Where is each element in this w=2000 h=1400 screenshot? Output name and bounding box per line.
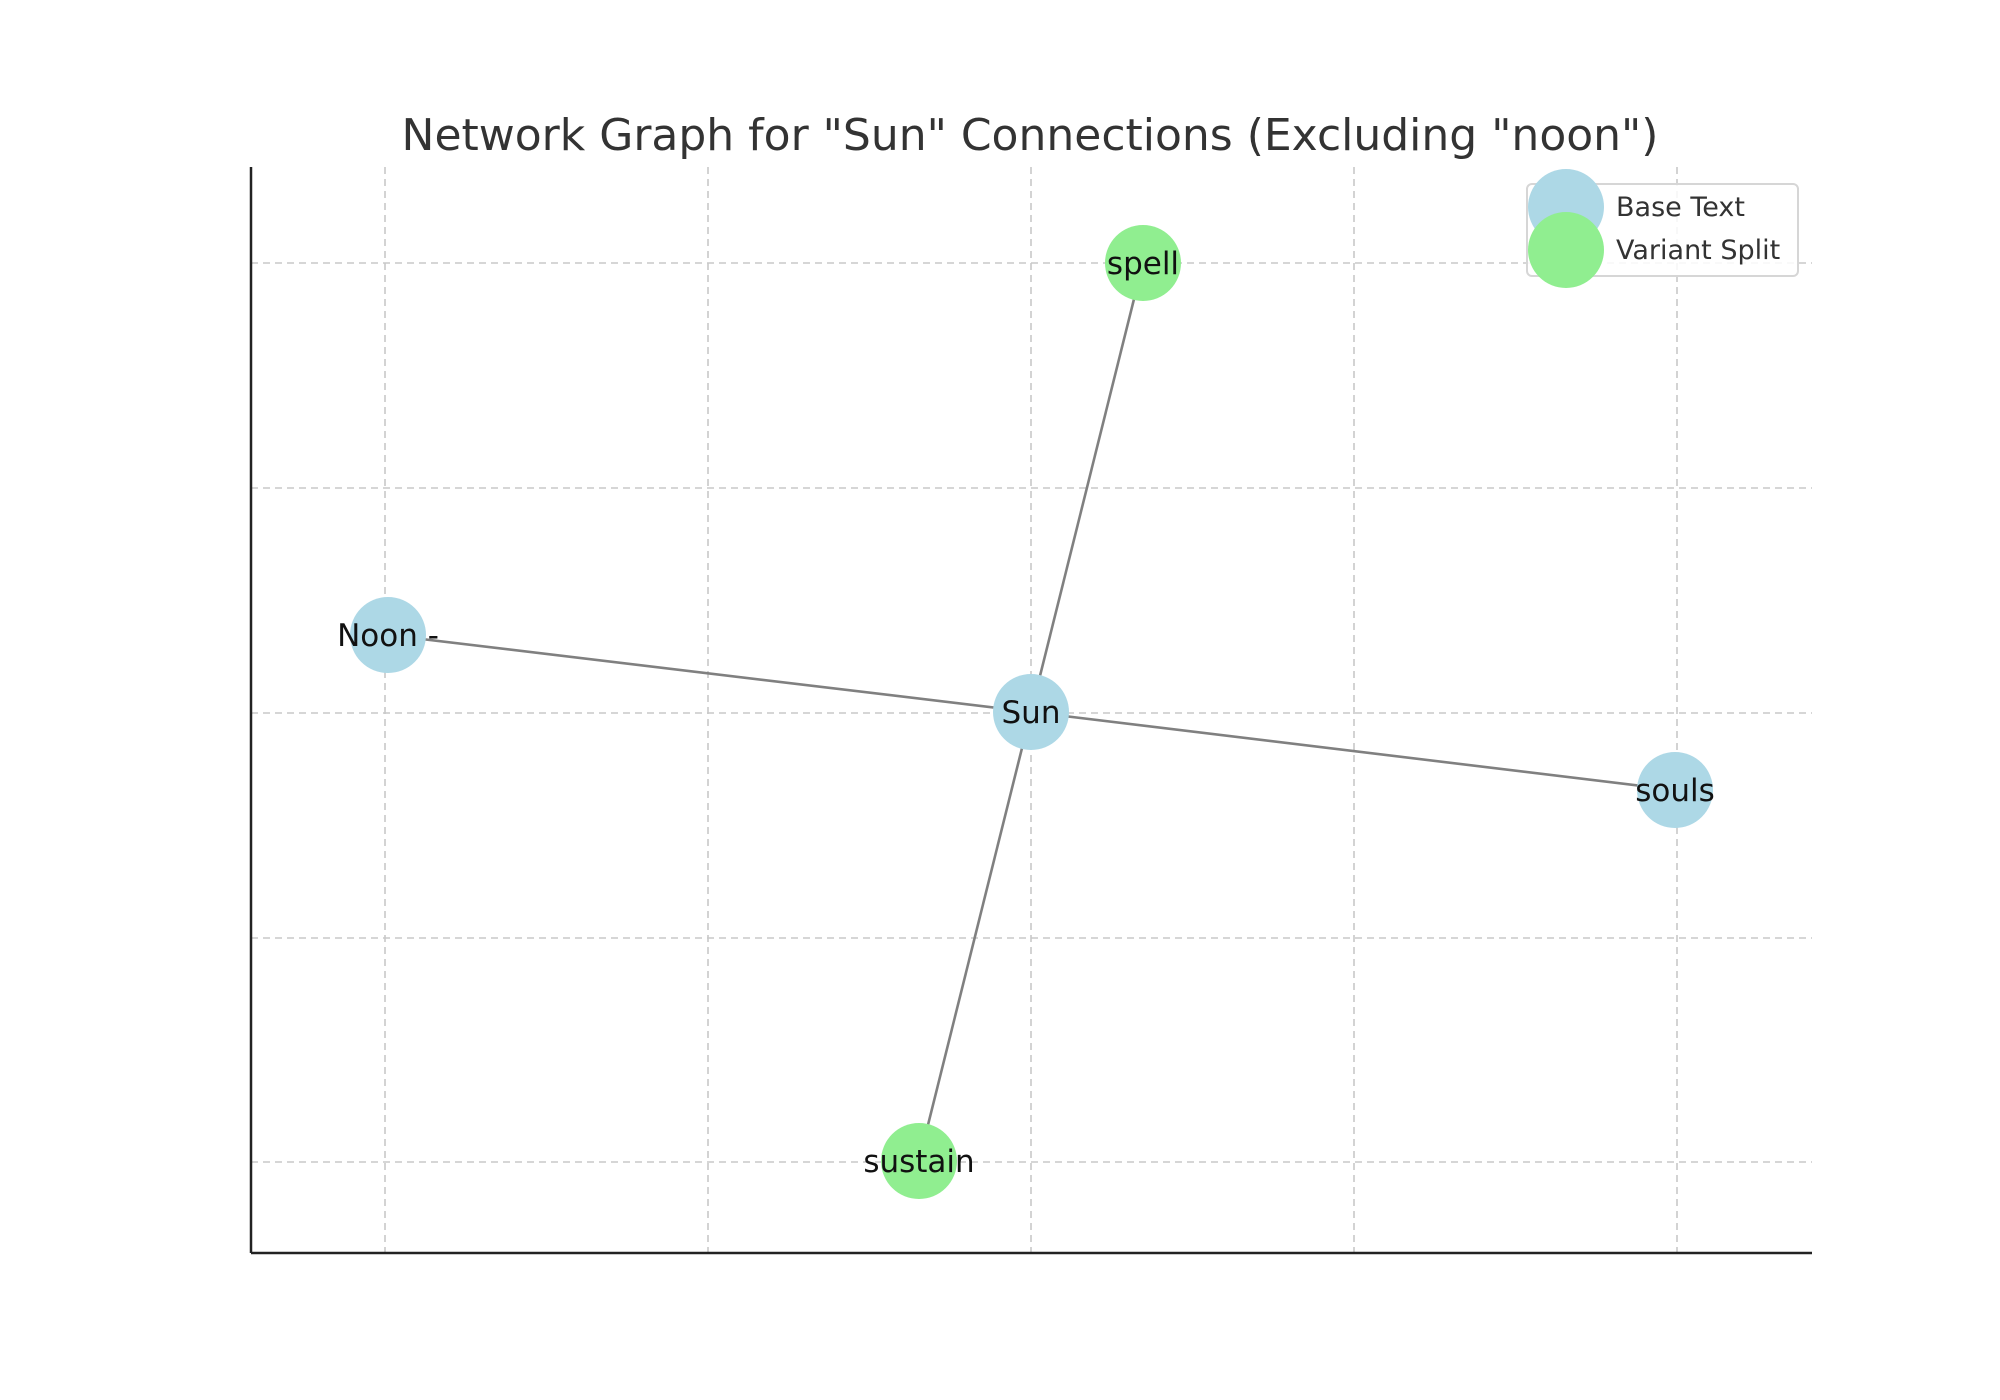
node-label: Sun [1002,695,1061,731]
legend-label-base-text: Base Text [1616,192,1745,223]
node-sustain: sustain [863,1123,975,1199]
edges-layer [387,262,1676,1162]
node-circle [1637,752,1713,828]
edge-sun-noon [387,633,1032,714]
node-label: souls [1635,773,1715,809]
legend-label-variant-split: Variant Split [1616,235,1780,266]
node-souls: souls [1635,752,1715,828]
edge-sun-spell [1029,262,1145,713]
chart-title: Network Graph for "Sun" Connections (Exc… [402,110,1659,161]
nodes-layer: Sun Noon - souls spell sustain [337,225,1715,1199]
node-circle [350,597,426,673]
legend-swatch-variant-split [1528,212,1604,288]
edge-sun-souls [1030,710,1676,792]
node-sun: Sun [993,674,1069,750]
node-label: spell [1107,246,1179,282]
node-circle [993,674,1069,750]
node-label: sustain [863,1144,974,1180]
axes-layer [249,167,1812,1255]
node-noon: Noon - [337,597,439,673]
node-circle [1105,225,1181,301]
node-circle [881,1123,957,1199]
edge-sun-sustain [917,711,1033,1162]
legend: Base Text Variant Split [1526,169,1799,288]
node-spell: spell [1105,225,1181,301]
node-label: Noon - [337,618,439,654]
